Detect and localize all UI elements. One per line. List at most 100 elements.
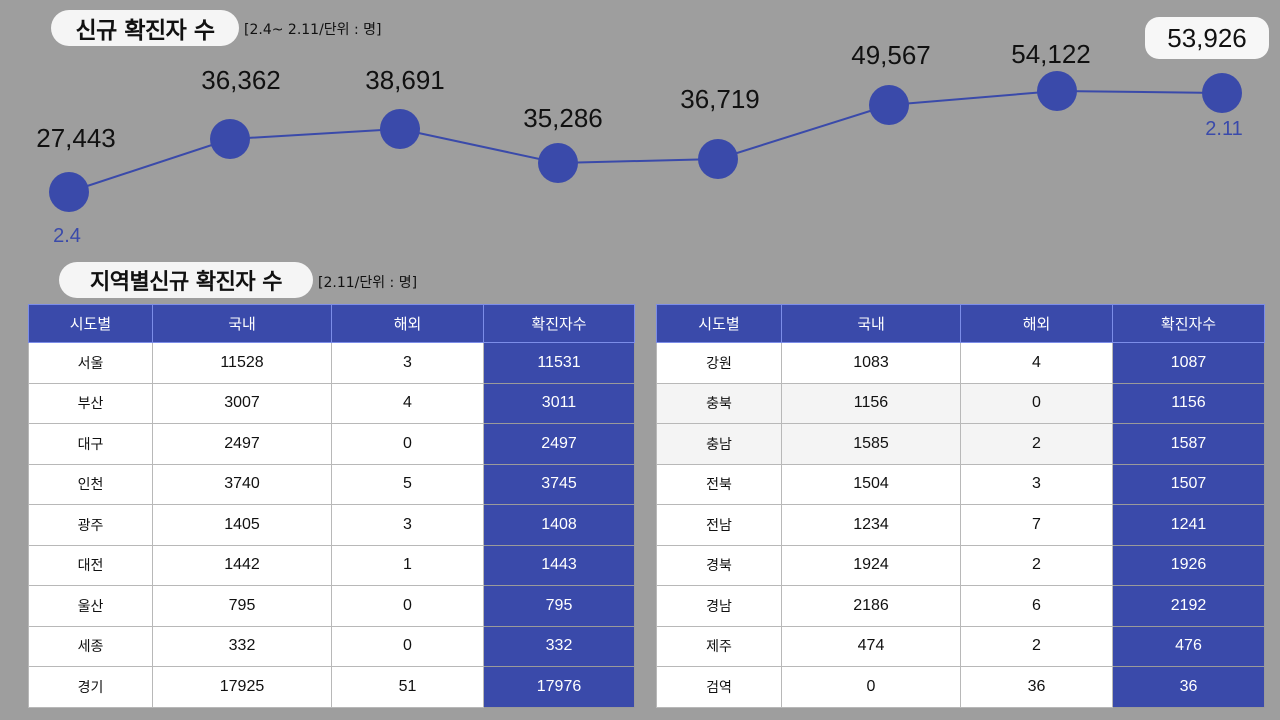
- value-label: 49,567: [851, 40, 931, 70]
- table-row: 인천 3740 5 3745: [28, 463, 635, 505]
- start-date-label: 2.4: [53, 225, 81, 247]
- total-cell: 1926: [1112, 544, 1265, 586]
- total-cell: 3745: [483, 463, 635, 505]
- region-cell: 울산: [28, 585, 153, 627]
- overseas-cell: 2: [960, 423, 1113, 465]
- region-cell: 대전: [28, 544, 153, 586]
- data-point: [49, 172, 89, 212]
- chart-subtitle: [2.4~ 2.11/단위 : 명]: [244, 22, 382, 38]
- region-cell: 경남: [656, 585, 782, 627]
- overseas-cell: 0: [960, 382, 1113, 424]
- overseas-cell: 0: [331, 625, 484, 667]
- chart-points: [49, 71, 1242, 212]
- chart-line: [68, 89, 1223, 193]
- domestic-cell: 3740: [152, 463, 332, 505]
- table-row: 전남 1234 7 1241: [656, 504, 1265, 546]
- total-cell: 1156: [1112, 382, 1265, 424]
- table-row: 전북 1504 3 1507: [656, 463, 1265, 505]
- region-cell: 대구: [28, 423, 153, 465]
- domestic-cell: 474: [781, 625, 961, 667]
- chart-title: 신규 확진자 수: [75, 18, 215, 44]
- value-label: 35,286: [523, 103, 603, 133]
- total-cell: 1241: [1112, 504, 1265, 546]
- end-date-label: 2.11: [1205, 118, 1242, 140]
- column-header-total: 확진자수: [483, 304, 635, 343]
- region-cell: 충남: [656, 423, 782, 465]
- overseas-cell: 3: [331, 342, 484, 384]
- value-label: 36,362: [201, 65, 281, 95]
- total-cell: 1408: [483, 504, 635, 546]
- chart-date-labels: 2.4 2.11: [53, 118, 1243, 247]
- data-point: [698, 139, 738, 179]
- region-cell: 세종: [28, 625, 153, 667]
- region-cell: 제주: [656, 625, 782, 667]
- data-point: [538, 143, 578, 183]
- data-point: [380, 109, 420, 149]
- column-header-overseas: 해외: [960, 304, 1113, 343]
- overseas-cell: 36: [960, 666, 1113, 708]
- table-row: 울산 795 0 795: [28, 585, 635, 627]
- domestic-cell: 3007: [152, 382, 332, 424]
- overseas-cell: 2: [960, 544, 1113, 586]
- domestic-cell: 0: [781, 666, 961, 708]
- table-row: 제주 474 2 476: [656, 625, 1265, 667]
- overseas-cell: 51: [331, 666, 484, 708]
- data-point: [869, 85, 909, 125]
- overseas-cell: 2: [960, 625, 1113, 667]
- domestic-cell: 332: [152, 625, 332, 667]
- column-header-total: 확진자수: [1112, 304, 1265, 343]
- regional-table-left: 시도별 국내 해외 확진자수 서울 11528 3 11531 부산 3007 4 3011 대…: [28, 304, 635, 708]
- domestic-cell: 1234: [781, 504, 961, 546]
- table-row: 경기 17925 51 17976: [28, 666, 635, 708]
- region-cell: 전북: [656, 463, 782, 505]
- data-point: [1037, 71, 1077, 111]
- domestic-cell: 1585: [781, 423, 961, 465]
- domestic-cell: 795: [152, 585, 332, 627]
- region-cell: 충북: [656, 382, 782, 424]
- overseas-cell: 3: [960, 463, 1113, 505]
- regional-title-pill: 지역별신규 확진자 수: [59, 262, 313, 298]
- total-cell: 332: [483, 625, 635, 667]
- total-cell: 1087: [1112, 342, 1265, 384]
- region-cell: 인천: [28, 463, 153, 505]
- column-header-overseas: 해외: [331, 304, 484, 343]
- column-header-domestic: 국내: [781, 304, 961, 343]
- line-chart: 27,443 36,362 38,691 35,286 36,719 49,567 54,1…: [36, 23, 1247, 247]
- domestic-cell: 2497: [152, 423, 332, 465]
- table-row: 강원 1083 4 1087: [656, 342, 1265, 384]
- region-cell: 검역: [656, 666, 782, 708]
- table-row: 경남 2186 6 2192: [656, 585, 1265, 627]
- region-cell: 전남: [656, 504, 782, 546]
- domestic-cell: 1924: [781, 544, 961, 586]
- total-cell: 476: [1112, 625, 1265, 667]
- regional-subtitle: [2.11/단위 : 명]: [318, 275, 418, 291]
- table-row: 경북 1924 2 1926: [656, 544, 1265, 586]
- table-row: 부산 3007 4 3011: [28, 382, 635, 424]
- total-cell: 1587: [1112, 423, 1265, 465]
- region-cell: 강원: [656, 342, 782, 384]
- overseas-cell: 0: [331, 585, 484, 627]
- latest-value-highlight: [1145, 17, 1269, 59]
- region-cell: 부산: [28, 382, 153, 424]
- chart-value-labels: 27,443 36,362 38,691 35,286 36,719 49,567 54,1…: [36, 23, 1247, 153]
- table-header-row: 시도별 국내 해외 확진자수: [656, 304, 1265, 343]
- domestic-cell: 11528: [152, 342, 332, 384]
- overseas-cell: 5: [331, 463, 484, 505]
- value-label: 27,443: [36, 123, 116, 153]
- value-label: 38,691: [365, 65, 445, 95]
- table-row: 충남 1585 2 1587: [656, 423, 1265, 465]
- total-cell: 1507: [1112, 463, 1265, 505]
- overseas-cell: 3: [331, 504, 484, 546]
- total-cell: 11531: [483, 342, 635, 384]
- overseas-cell: 7: [960, 504, 1113, 546]
- regional-title: 지역별신규 확진자 수: [90, 270, 282, 295]
- value-label: 36,719: [680, 84, 760, 114]
- domestic-cell: 1405: [152, 504, 332, 546]
- total-cell: 36: [1112, 666, 1265, 708]
- domestic-cell: 2186: [781, 585, 961, 627]
- table-row: 서울 11528 3 11531: [28, 342, 635, 384]
- domestic-cell: 1504: [781, 463, 961, 505]
- region-cell: 경북: [656, 544, 782, 586]
- total-cell: 17976: [483, 666, 635, 708]
- region-cell: 경기: [28, 666, 153, 708]
